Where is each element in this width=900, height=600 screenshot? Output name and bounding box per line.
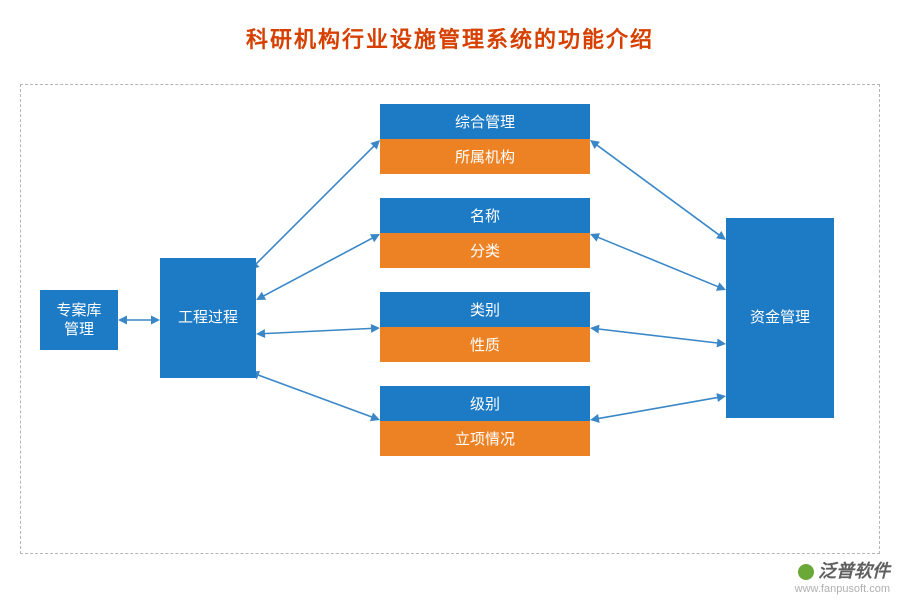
node-right: 资金管理: [726, 218, 834, 418]
stack-3-bottom: 立项情况: [380, 421, 590, 456]
watermark-url: www.fanpusoft.com: [795, 583, 890, 596]
node-left2: 工程过程: [160, 258, 256, 378]
stack-2: 类别性质: [380, 292, 590, 362]
node-left1: 专案库 管理: [40, 290, 118, 350]
stack-1: 名称分类: [380, 198, 590, 268]
stack-0-top: 综合管理: [380, 104, 590, 139]
stack-0: 综合管理所属机构: [380, 104, 590, 174]
stack-3: 级别立项情况: [380, 386, 590, 456]
stack-2-top: 类别: [380, 292, 590, 327]
stack-3-top: 级别: [380, 386, 590, 421]
stack-1-bottom: 分类: [380, 233, 590, 268]
page-title: 科研机构行业设施管理系统的功能介绍: [0, 0, 900, 54]
stack-0-bottom: 所属机构: [380, 139, 590, 174]
stack-2-bottom: 性质: [380, 327, 590, 362]
logo-dot-icon: [798, 564, 814, 580]
watermark-brand: 泛普软件: [818, 561, 890, 583]
stack-1-top: 名称: [380, 198, 590, 233]
watermark: 泛普软件 www.fanpusoft.com: [795, 561, 890, 596]
